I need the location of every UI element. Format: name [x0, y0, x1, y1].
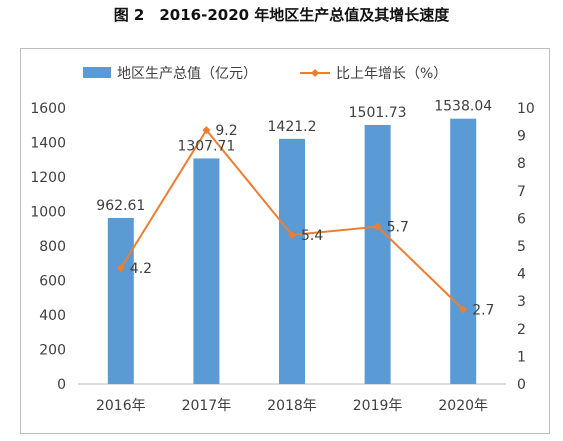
line-value-label: 9.2 — [215, 123, 237, 139]
y-right-tick-label: 5 — [517, 239, 526, 255]
line-marker — [116, 264, 125, 273]
y-left-tick-label: 0 — [57, 377, 66, 393]
x-tick-label: 2020年 — [438, 398, 488, 414]
x-tick-label: 2017年 — [182, 398, 232, 414]
y-right-tick-label: 9 — [517, 129, 526, 145]
bar — [279, 138, 305, 384]
y-left-tick-label: 1600 — [30, 101, 66, 117]
line-marker — [373, 222, 382, 231]
bar — [193, 158, 220, 384]
legend-line-label: 比上年增长（%） — [336, 66, 447, 82]
y-right-tick-label: 10 — [517, 101, 535, 117]
line-value-label: 5.4 — [301, 228, 323, 244]
y-right-tick-label: 2 — [517, 322, 526, 338]
bar — [364, 124, 391, 385]
bar-value-label: 1307.71 — [177, 138, 235, 154]
bar-series — [107, 118, 477, 385]
line-marker — [288, 230, 296, 239]
line-marker — [202, 126, 211, 135]
chart-frame — [20, 48, 550, 434]
y-right-tick-label: 1 — [517, 349, 526, 365]
data-labels: 962.61 1307.71 1421.2 1501.73 1538.04 4.2 9.2 5… — [96, 99, 494, 319]
y-left-tick-label: 1400 — [30, 136, 66, 152]
y-left-tick-label: 400 — [39, 308, 66, 324]
x-tick-label: 2016年 — [96, 398, 146, 414]
y-right-tick-label: 0 — [517, 377, 526, 393]
y-right-tick-label: 6 — [517, 211, 526, 227]
legend: 地区生产总值（亿元） 比上年增长（%） — [83, 66, 447, 82]
line-value-label: 2.7 — [472, 302, 494, 318]
bar — [450, 118, 477, 384]
line-series — [116, 126, 468, 314]
legend-bar-swatch — [83, 67, 111, 78]
axes: 0 200 400 600 800 1000 1200 1400 1600 0 1 2 3 4 5 6 7 8 9 1… — [30, 101, 534, 414]
y-left-tick-label: 600 — [39, 274, 66, 290]
bar-value-label: 1538.04 — [434, 99, 492, 115]
y-right-tick-label: 4 — [517, 267, 526, 283]
y-left-tick-label: 1200 — [30, 170, 66, 186]
bar-value-label: 1501.73 — [349, 105, 407, 121]
y-left-tick-label: 200 — [39, 343, 66, 359]
bar-value-label: 962.61 — [96, 198, 145, 214]
y-right-tick-label: 3 — [517, 294, 526, 310]
y-left-tick-label: 800 — [39, 239, 66, 255]
figure-title: 图 2 2016-2020 年地区生产总值及其增长速度 — [113, 6, 450, 24]
y-left-tick-label: 1000 — [30, 205, 66, 221]
legend-line-marker — [311, 69, 319, 77]
x-tick-label: 2019年 — [353, 398, 403, 414]
y-right-tick-label: 8 — [517, 156, 526, 172]
line-value-label: 5.7 — [387, 220, 409, 236]
x-tick-label: 2018年 — [267, 398, 317, 414]
y-right-tick-label: 7 — [517, 184, 526, 200]
bar-value-label: 1421.2 — [268, 119, 317, 135]
line-marker — [459, 305, 468, 314]
legend-bar-label: 地区生产总值（亿元） — [117, 66, 257, 82]
line-value-label: 4.2 — [130, 261, 152, 277]
bar — [107, 217, 134, 384]
